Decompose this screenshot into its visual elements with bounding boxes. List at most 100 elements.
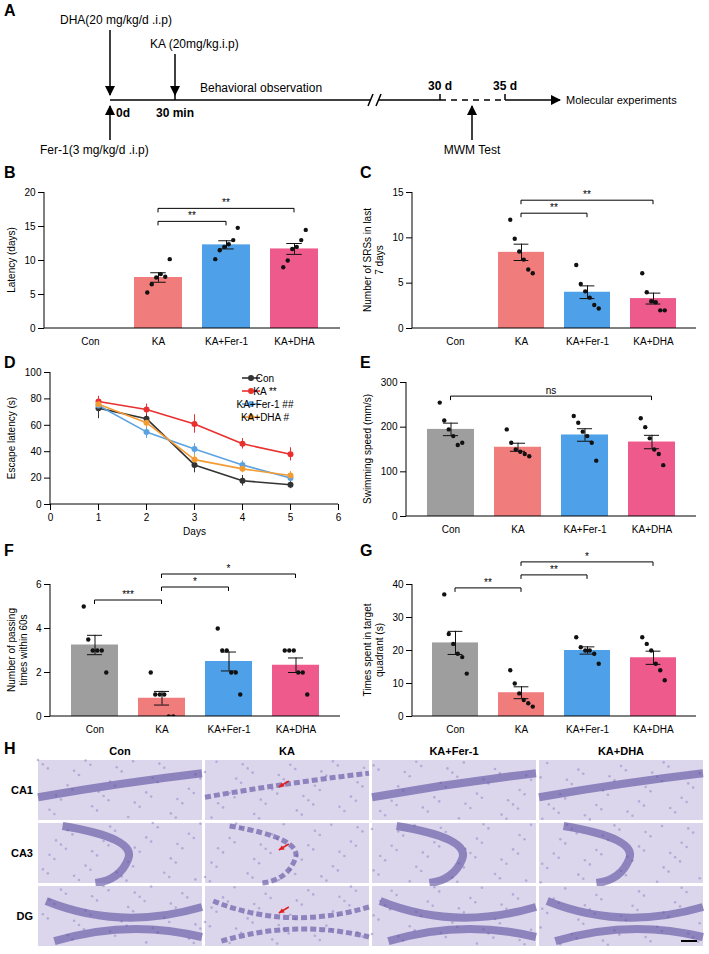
svg-text:Con: Con [81,336,99,347]
svg-text:**: ** [550,202,558,213]
svg-text:20: 20 [30,472,42,483]
svg-text:4: 4 [240,512,246,523]
svg-text:Fer-1(3 mg/kg/d .i.p): Fer-1(3 mg/kg/d .i.p) [40,143,149,157]
svg-text:KA+Fer-1: KA+Fer-1 [207,724,251,735]
svg-text:**: ** [188,210,196,221]
svg-text:KA+Fer-1: KA+Fer-1 [205,336,249,347]
svg-text:**: ** [222,197,230,208]
svg-text:KA+DHA: KA+DHA [276,724,317,735]
svg-text:KA+Fer-1: KA+Fer-1 [563,524,607,535]
svg-text:1: 1 [96,512,102,523]
svg-text:100: 100 [25,367,42,378]
svg-text:6: 6 [336,512,342,523]
svg-text:15: 15 [392,187,404,198]
svg-text:Number of SRSs in last7 days: Number of SRSs in last7 days [362,208,385,312]
svg-text:Days: Days [183,526,206,537]
svg-text:20: 20 [24,187,36,198]
svg-text:15: 15 [24,221,36,232]
svg-text:4: 4 [36,623,42,634]
svg-text:35 d: 35 d [493,79,517,93]
svg-text:40: 40 [392,579,404,590]
svg-text:DG: DG [17,910,34,922]
svg-text:Number of passingtimes within: Number of passingtimes within 60s [6,608,29,692]
svg-text:**: ** [484,577,492,588]
html-text:G: G [360,542,373,559]
svg-text:0: 0 [392,511,398,522]
svg-text:KA+DHA: KA+DHA [274,336,315,347]
svg-text:200: 200 [381,421,398,432]
svg-text:30: 30 [392,612,404,623]
svg-text:KA+Fer-1 ##: KA+Fer-1 ## [237,399,294,410]
svg-text:6: 6 [36,579,42,590]
svg-text:0: 0 [36,711,42,722]
svg-text:300: 300 [381,377,398,388]
svg-text:0: 0 [398,711,404,722]
svg-text:Con: Con [442,524,460,535]
svg-text:KA+DHA: KA+DHA [633,724,674,735]
svg-text:Times spent in targetquadrant: Times spent in targetquadrant (s) [362,603,385,696]
svg-text:0: 0 [36,499,42,510]
svg-text:5: 5 [398,277,404,288]
html-text:H: H [4,740,16,757]
html-text:C: C [360,164,372,181]
svg-text:40: 40 [30,446,42,457]
svg-text:KA+DHA: KA+DHA [632,524,673,535]
svg-text:MWM Test: MWM Test [444,143,501,157]
svg-text:10: 10 [392,232,404,243]
svg-text:0: 0 [48,512,54,523]
svg-text:Con: Con [446,336,464,347]
svg-text:Molecular experiments: Molecular experiments [566,94,677,106]
svg-text:0d: 0d [116,106,130,120]
svg-text:Latency (days): Latency (days) [6,227,17,293]
svg-text:**: ** [550,564,558,575]
svg-text:***: *** [122,589,134,600]
html-text:D: D [4,354,16,371]
svg-text:Con: Con [256,373,274,384]
svg-text:10: 10 [392,678,404,689]
svg-text:60: 60 [30,420,42,431]
svg-text:KA: KA [511,524,525,535]
svg-text:Con: Con [86,724,104,735]
svg-text:100: 100 [381,466,398,477]
svg-text:KA (20mg/kg.i.p): KA (20mg/kg.i.p) [150,37,239,51]
svg-text:KA: KA [155,724,169,735]
svg-text:KA+DHA: KA+DHA [633,336,674,347]
svg-text:*: * [585,551,589,562]
svg-text:KA+Fer-1: KA+Fer-1 [429,745,478,757]
svg-text:5: 5 [288,512,294,523]
svg-text:5: 5 [30,289,36,300]
svg-text:30 min: 30 min [156,106,194,120]
svg-text:Swimming speed (mm/s): Swimming speed (mm/s) [362,394,373,504]
html-text:B: B [4,164,16,181]
svg-text:DHA(20 mg/kg/d .i.p): DHA(20 mg/kg/d .i.p) [60,13,172,27]
svg-text:KA: KA [515,336,529,347]
svg-text:*: * [227,563,231,574]
svg-text:ns: ns [546,385,557,396]
svg-text:KA: KA [515,724,529,735]
html-text:A: A [4,2,16,19]
svg-text:30 d: 30 d [428,79,452,93]
svg-text:Escape latency (s): Escape latency (s) [6,397,17,479]
svg-text:0: 0 [398,323,404,334]
svg-text:Con: Con [109,745,131,757]
svg-text:KA+Fer-1: KA+Fer-1 [566,336,610,347]
svg-text:**: ** [583,189,591,200]
svg-text:KA **: KA ** [253,386,276,397]
svg-text:2: 2 [36,667,42,678]
svg-text:CA3: CA3 [11,847,33,859]
svg-text:10: 10 [24,255,36,266]
svg-text:KA: KA [152,336,166,347]
svg-text:KA+Fer-1: KA+Fer-1 [566,724,610,735]
svg-text:Behavioral observation: Behavioral observation [200,81,322,95]
svg-text:KA+DHA: KA+DHA [598,745,644,757]
svg-text:20: 20 [392,645,404,656]
svg-text:80: 80 [30,393,42,404]
svg-text:0: 0 [30,323,36,334]
svg-text:KA: KA [279,745,295,757]
svg-text:KA+DHA #: KA+DHA # [241,412,290,423]
svg-text:*: * [193,576,197,587]
svg-text:CA1: CA1 [11,784,33,796]
svg-text:Con: Con [446,724,464,735]
svg-text:3: 3 [192,512,198,523]
svg-text:2: 2 [144,512,150,523]
